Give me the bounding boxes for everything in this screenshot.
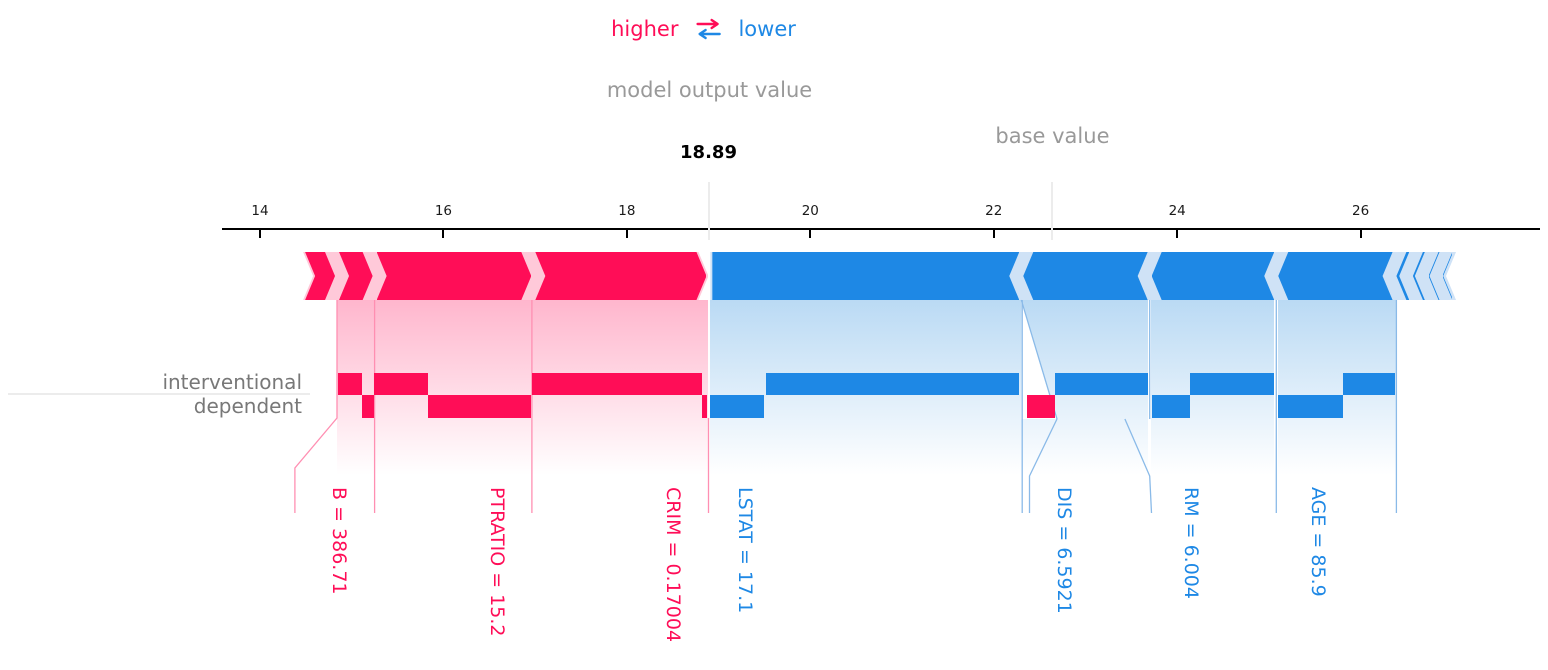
tick-mark-18: [625, 230, 628, 238]
interventional-bar-AGE: [1343, 373, 1395, 395]
dependent-bar-AGE: [1278, 395, 1344, 418]
row-divider-line: [8, 393, 310, 395]
interventional-bar-LSTAT: [766, 373, 1020, 395]
tick-label-20: 20: [801, 203, 819, 219]
tick-label-24: 24: [1168, 203, 1186, 219]
band-segment-AGE: [1278, 252, 1392, 300]
band-segment-RM: [1152, 252, 1275, 300]
interventional-bar-CRIM: [532, 373, 703, 395]
tick-label-16: 16: [434, 203, 453, 219]
interventional-bar-RM: [1190, 373, 1275, 395]
feature-label-RM: RM = 6.004: [1179, 487, 1202, 599]
row-label-interventional: interventional: [162, 370, 302, 394]
tick-mark-22: [992, 230, 995, 238]
base-value-line: [1051, 182, 1054, 240]
row-label-dependent: dependent: [193, 394, 302, 418]
dependent-bar-DIS: [1026, 395, 1056, 418]
dependent-bar-CRIM: [702, 395, 707, 418]
tick-mark-24: [1176, 230, 1179, 238]
band-segment-LSTAT: [712, 252, 1019, 300]
tick-label-14: 14: [251, 203, 269, 219]
band-segment-PTRATIO: [377, 252, 532, 300]
tick-mark-14: [259, 230, 261, 238]
swap-arrows-icon: [696, 18, 721, 40]
interventional-bar-B: [337, 373, 362, 395]
tick-mark-16: [442, 230, 445, 238]
model-output-value: 18.89: [680, 142, 737, 163]
model-output-line: [707, 182, 710, 240]
interventional-bar-PTRATIO: [373, 373, 428, 395]
x-axis-line: [222, 228, 1540, 230]
lower-label: lower: [738, 17, 796, 41]
higher-label: higher: [611, 17, 679, 41]
tick-mark-20: [809, 230, 812, 238]
tick-label-26: 26: [1352, 203, 1370, 219]
band-segment-CRIM: [535, 252, 706, 300]
band-segment-DIS: [1023, 252, 1147, 300]
dependent-bar-LSTAT: [710, 395, 765, 418]
tick-mark-26: [1359, 230, 1362, 238]
tick-label-22: 22: [985, 203, 1003, 219]
feature-label-CRIM: CRIM = 0.17004: [661, 487, 684, 643]
feature-label-LSTAT: LSTAT = 17.1: [734, 487, 757, 614]
dependent-bar-B: [361, 395, 374, 418]
base-value-label: base value: [995, 124, 1110, 148]
tick-label-18: 18: [618, 203, 636, 219]
interventional-bar-DIS: [1055, 373, 1148, 395]
feature-label-B: B = 386.71: [327, 487, 350, 595]
model-output-label: model output value: [606, 78, 813, 102]
feature-label-AGE: AGE = 85.9: [1306, 487, 1329, 597]
dependent-bar-PTRATIO: [427, 395, 532, 418]
feature-label-PTRATIO: PTRATIO = 15.2: [485, 487, 508, 637]
legend-header: higher lower: [611, 17, 796, 41]
feature-label-DIS: DIS = 6.5921: [1053, 487, 1076, 614]
dependent-bar-RM: [1152, 395, 1191, 418]
